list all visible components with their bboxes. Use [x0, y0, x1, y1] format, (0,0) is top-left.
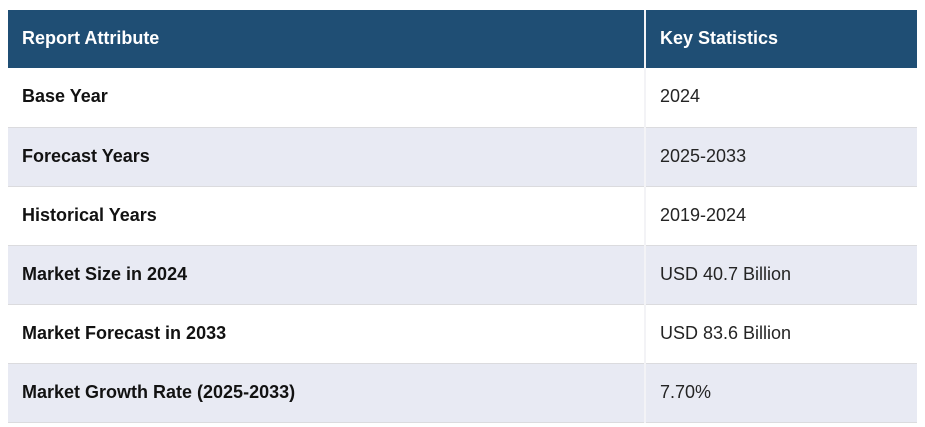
table-row: Market Size in 2024 USD 40.7 Billion [8, 245, 917, 305]
attribute-cell: Forecast Years [8, 127, 645, 187]
table-row: Market Forecast in 2033 USD 83.6 Billion [8, 304, 917, 364]
table-row: Forecast Years 2025-2033 [8, 127, 917, 187]
value-cell: USD 83.6 Billion [644, 304, 917, 364]
column-header-key-statistics: Key Statistics [644, 10, 917, 68]
attribute-cell: Base Year [8, 68, 645, 128]
attribute-cell: Historical Years [8, 186, 645, 246]
table-header: Report Attribute Key Statistics [8, 10, 917, 68]
value-cell: 2025-2033 [644, 127, 917, 187]
header-row: Report Attribute Key Statistics [8, 10, 917, 68]
value-cell: USD 40.7 Billion [644, 245, 917, 305]
table-body: Base Year 2024 Forecast Years 2025-2033 … [8, 68, 917, 423]
attribute-cell: Market Growth Rate (2025-2033) [8, 363, 645, 423]
column-header-report-attribute: Report Attribute [8, 10, 645, 68]
value-cell: 2024 [644, 68, 917, 128]
attribute-cell: Market Forecast in 2033 [8, 304, 645, 364]
report-statistics-table: Report Attribute Key Statistics Base Yea… [8, 10, 917, 423]
value-cell: 7.70% [644, 363, 917, 423]
attribute-cell: Market Size in 2024 [8, 245, 645, 305]
page: Report Attribute Key Statistics Base Yea… [0, 10, 925, 427]
table-row: Base Year 2024 [8, 68, 917, 128]
table-row: Historical Years 2019-2024 [8, 186, 917, 246]
value-cell: 2019-2024 [644, 186, 917, 246]
table-row: Market Growth Rate (2025-2033) 7.70% [8, 363, 917, 423]
